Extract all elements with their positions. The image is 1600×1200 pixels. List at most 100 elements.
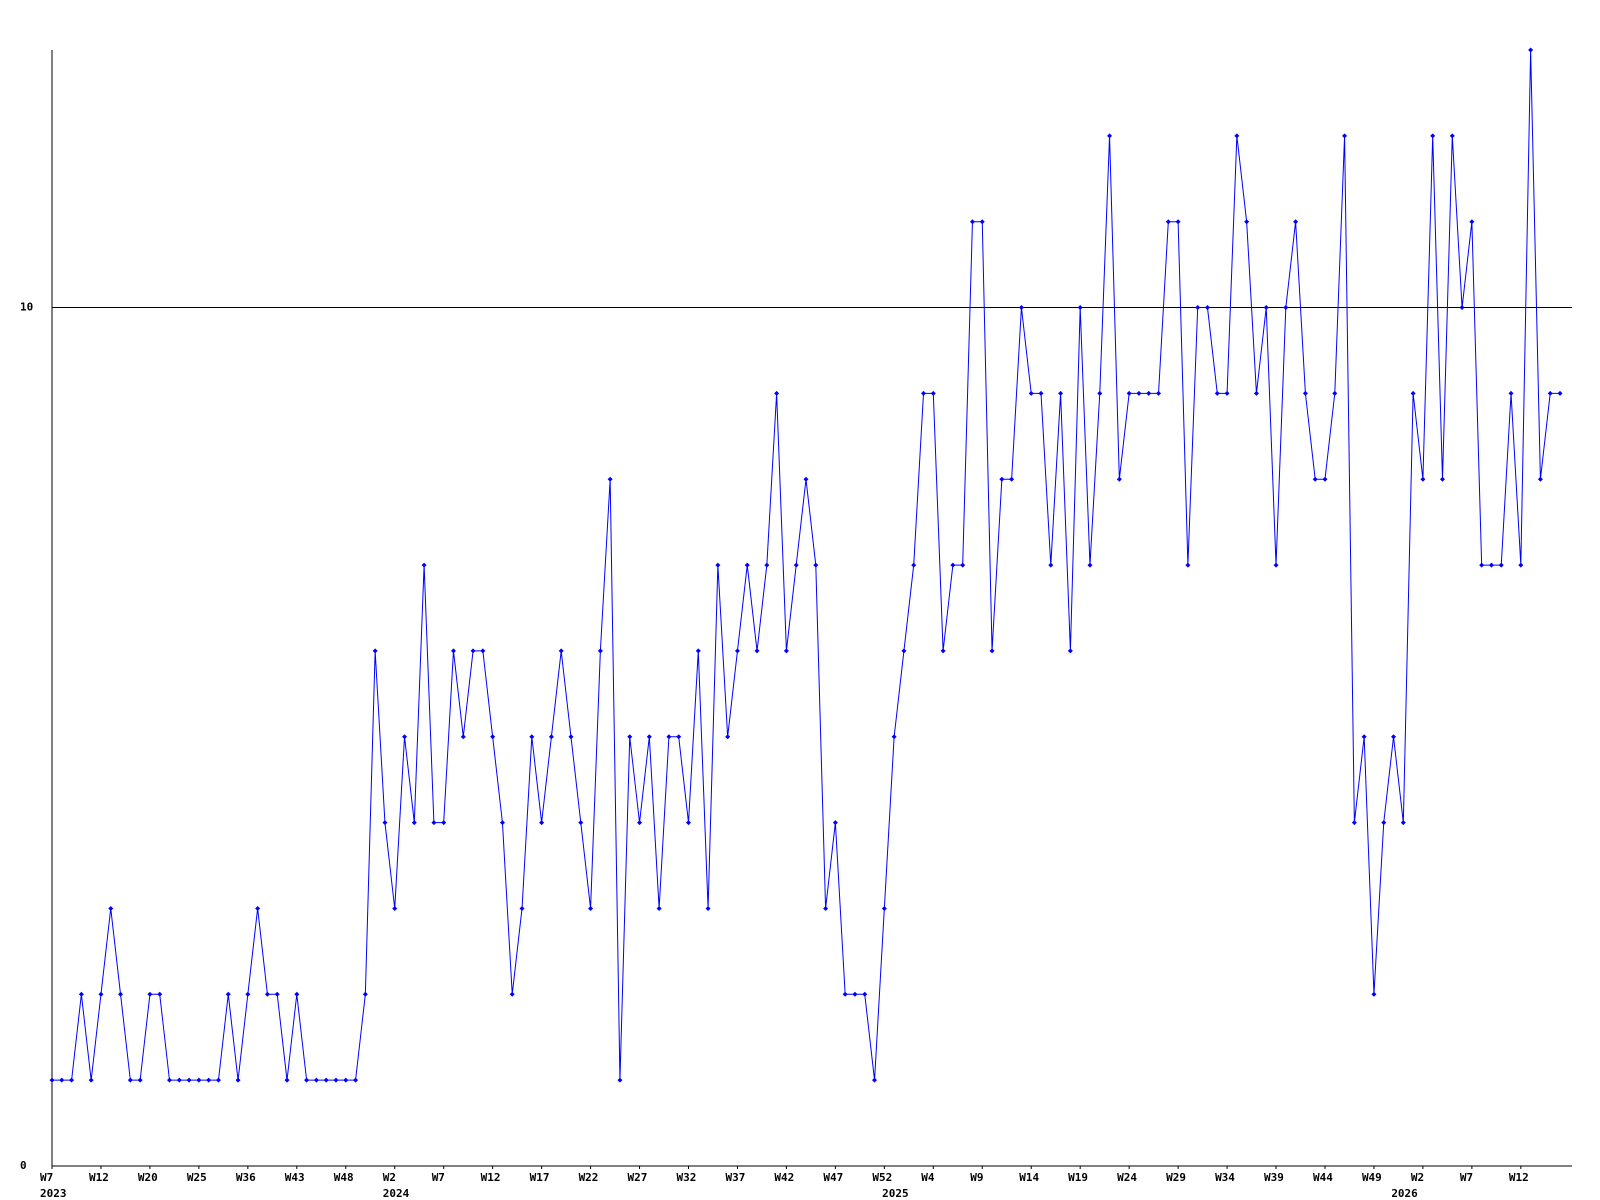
x-tick-label: W34: [1215, 1171, 1235, 1184]
x-tick-label: W32: [676, 1171, 696, 1184]
data-point: [519, 905, 525, 911]
data-point: [470, 648, 476, 654]
data-point: [98, 991, 104, 997]
data-point: [1273, 562, 1279, 568]
data-point: [881, 905, 887, 911]
data-point: [137, 1077, 143, 1083]
x-tick-label: W43: [285, 1171, 305, 1184]
data-point: [1557, 390, 1563, 396]
data-point: [529, 734, 535, 740]
data-point: [215, 1077, 221, 1083]
data-point: [1293, 219, 1299, 225]
data-point: [774, 390, 780, 396]
x-tick-label: W22: [579, 1171, 599, 1184]
data-point: [1214, 390, 1220, 396]
data-point: [225, 991, 231, 997]
data-point: [78, 991, 84, 997]
x-tick-label: W9: [970, 1171, 983, 1184]
data-point: [1244, 219, 1250, 225]
data-point: [1371, 991, 1377, 997]
data-point: [852, 991, 858, 997]
data-point: [294, 991, 300, 997]
data-line: [52, 49, 1560, 1081]
data-point: [186, 1077, 192, 1083]
data-point: [1195, 305, 1201, 311]
x-tick-label: W37: [725, 1171, 745, 1184]
data-point: [568, 734, 574, 740]
data-point: [1322, 476, 1328, 482]
data-point: [255, 905, 261, 911]
data-point: [862, 991, 868, 997]
data-point: [1351, 820, 1357, 826]
data-point: [1547, 390, 1553, 396]
data-point: [539, 820, 545, 826]
data-point: [1048, 562, 1054, 568]
data-point: [118, 991, 124, 997]
data-point: [411, 820, 417, 826]
data-point: [1449, 133, 1455, 139]
data-point: [421, 562, 427, 568]
data-point: [999, 476, 1005, 482]
data-point: [323, 1077, 329, 1083]
data-point: [333, 1077, 339, 1083]
data-point: [1156, 390, 1162, 396]
data-point: [1537, 476, 1543, 482]
data-point: [1234, 133, 1240, 139]
data-point: [989, 648, 995, 654]
x-tick-label: W24: [1117, 1171, 1137, 1184]
x-tick-label: W12: [1509, 1171, 1529, 1184]
x-tick-label: W39: [1264, 1171, 1284, 1184]
x-tick-label: W42: [774, 1171, 794, 1184]
data-point: [1018, 305, 1024, 311]
data-point: [1439, 476, 1445, 482]
data-point: [1126, 390, 1132, 396]
data-point: [264, 991, 270, 997]
data-point: [313, 1077, 319, 1083]
data-point: [656, 905, 662, 911]
data-point: [725, 734, 731, 740]
data-point: [1283, 305, 1289, 311]
x-tick-label: W20: [138, 1171, 158, 1184]
data-point: [1528, 47, 1534, 53]
x-tick-label: W25: [187, 1171, 207, 1184]
data-point: [911, 562, 917, 568]
data-point: [823, 905, 829, 911]
x-tick-label: W44: [1313, 1171, 1333, 1184]
data-point: [646, 734, 652, 740]
data-point: [157, 991, 163, 997]
data-point: [676, 734, 682, 740]
data-point: [460, 734, 466, 740]
data-point: [548, 734, 554, 740]
data-point: [1420, 476, 1426, 482]
data-point: [744, 562, 750, 568]
data-point: [715, 562, 721, 568]
data-point: [1107, 133, 1113, 139]
data-point: [940, 648, 946, 654]
data-point: [274, 991, 280, 997]
data-point: [901, 648, 907, 654]
data-point: [1498, 562, 1504, 568]
data-point: [617, 1077, 623, 1083]
x-tick-label: W48: [334, 1171, 354, 1184]
data-point: [167, 1077, 173, 1083]
x-tick-label: W12: [89, 1171, 109, 1184]
data-point: [1488, 562, 1494, 568]
data-point: [842, 991, 848, 997]
data-point: [147, 991, 153, 997]
data-point: [235, 1077, 241, 1083]
data-point: [734, 648, 740, 654]
data-point: [108, 905, 114, 911]
data-point: [392, 905, 398, 911]
data-point: [382, 820, 388, 826]
data-point: [431, 820, 437, 826]
data-point: [1058, 390, 1064, 396]
data-point: [1430, 133, 1436, 139]
data-point: [872, 1077, 878, 1083]
data-point: [1508, 390, 1514, 396]
data-point: [1175, 219, 1181, 225]
data-point: [979, 219, 985, 225]
data-point: [1459, 305, 1465, 311]
data-point: [353, 1077, 359, 1083]
data-point: [1312, 476, 1318, 482]
